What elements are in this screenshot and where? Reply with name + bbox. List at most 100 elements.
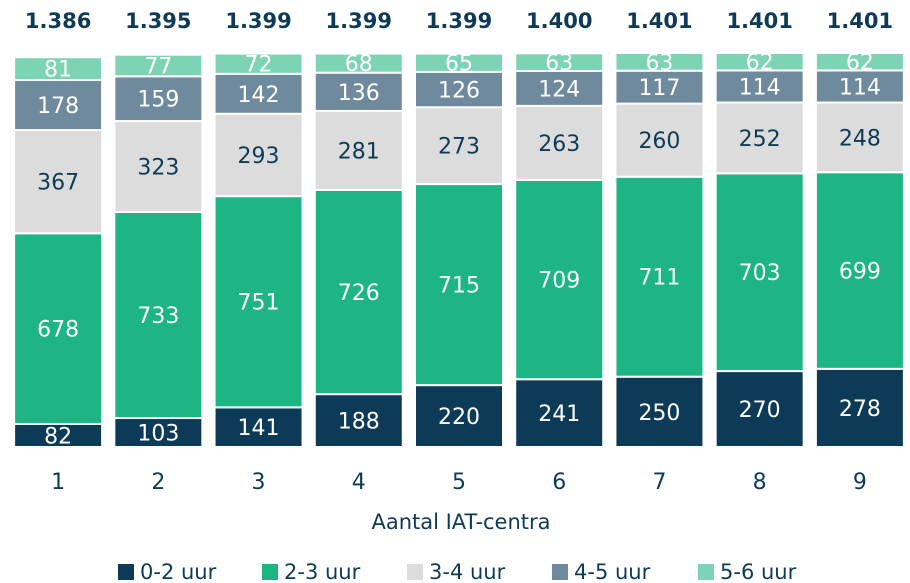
data-label: 715 <box>438 274 480 299</box>
bar-segment <box>614 175 705 378</box>
total-label: 1.401 <box>827 9 893 33</box>
x-tick-label: 1 <box>51 470 65 495</box>
bar-segment <box>714 101 805 175</box>
data-label: 142 <box>238 83 280 108</box>
data-label: 136 <box>338 81 380 106</box>
data-label: 281 <box>338 139 380 164</box>
bar-segment <box>13 78 104 132</box>
bar-segment <box>213 112 304 198</box>
data-label: 220 <box>438 405 480 430</box>
legend-swatch <box>118 564 134 580</box>
total-label: 1.401 <box>626 9 692 33</box>
x-tick-label: 9 <box>853 470 867 495</box>
data-label: 141 <box>238 416 280 441</box>
data-label: 367 <box>37 171 79 196</box>
data-label: 241 <box>538 402 580 427</box>
data-label: 260 <box>638 129 680 154</box>
data-label: 703 <box>739 261 781 286</box>
total-label: 1.386 <box>25 9 91 33</box>
bar-segment <box>514 52 605 72</box>
bar-segment <box>814 69 905 104</box>
bar-segment <box>814 52 905 72</box>
data-label: 252 <box>739 127 781 152</box>
data-label: 178 <box>37 94 79 119</box>
data-label: 62 <box>846 51 874 76</box>
bar-segment <box>514 104 605 181</box>
bar-segment <box>414 106 504 186</box>
data-label: 117 <box>638 76 680 101</box>
data-label: 68 <box>345 52 373 77</box>
x-tick-label: 3 <box>252 470 266 495</box>
bar-segment <box>414 183 504 387</box>
bar-segment <box>714 172 805 373</box>
bar-segment <box>113 120 204 213</box>
bar-segment <box>13 232 104 425</box>
legend-text: 3-4 uur <box>429 560 506 583</box>
bar-segment <box>113 53 204 78</box>
total-label: 1.400 <box>526 9 592 33</box>
bar-segment <box>714 370 805 448</box>
total-label: 1.395 <box>125 9 191 33</box>
bar-segment <box>213 406 304 448</box>
data-label: 709 <box>538 269 580 294</box>
x-tick-label: 2 <box>151 470 165 495</box>
data-label: 124 <box>538 77 580 102</box>
bar-segment <box>614 52 705 72</box>
data-label: 751 <box>238 291 280 316</box>
data-label: 72 <box>245 53 273 78</box>
data-label: 270 <box>739 398 781 423</box>
bar-segment <box>814 101 905 174</box>
bar-segment <box>414 70 504 109</box>
bar-segment <box>113 75 204 123</box>
total-label: 1.399 <box>225 9 291 33</box>
data-label: 77 <box>144 55 172 80</box>
bar-segment <box>614 102 705 178</box>
bar-segment <box>13 56 104 81</box>
data-label: 63 <box>545 51 573 76</box>
data-label: 248 <box>839 126 881 151</box>
legend-text: 0-2 uur <box>140 560 217 583</box>
legend-swatch <box>552 564 568 580</box>
bar-segment <box>113 210 204 420</box>
bar-segment <box>213 52 304 75</box>
data-label: 699 <box>839 260 881 285</box>
legend-swatch <box>698 564 714 580</box>
data-label: 711 <box>638 266 680 291</box>
legend-text: 2-3 uur <box>284 560 361 583</box>
data-label: 323 <box>137 155 179 180</box>
data-label: 273 <box>438 135 480 160</box>
x-tick-label: 8 <box>753 470 767 495</box>
total-label: 1.399 <box>326 9 392 33</box>
bar-segment <box>213 195 304 409</box>
bar-segment <box>814 171 905 370</box>
bar-segment <box>514 378 605 448</box>
data-label: 65 <box>445 52 473 77</box>
data-label: 81 <box>44 58 72 83</box>
bar-segment <box>414 52 504 73</box>
data-label: 250 <box>638 401 680 426</box>
legend-swatch <box>262 564 278 580</box>
bar-segment <box>313 393 404 448</box>
bar-segment <box>313 52 404 74</box>
data-label: 114 <box>739 75 781 100</box>
x-tick-label: 6 <box>552 470 566 495</box>
data-label: 126 <box>438 79 480 104</box>
data-label: 726 <box>338 281 380 306</box>
legend-text: 4-5 uur <box>574 560 651 583</box>
bar-segment <box>313 71 404 112</box>
data-label: 103 <box>137 422 179 447</box>
legend-text: 5-6 uur <box>720 560 797 583</box>
bar-segment <box>614 375 705 449</box>
data-label: 678 <box>37 318 79 343</box>
data-label: 82 <box>44 424 72 449</box>
bar-segment <box>313 188 404 396</box>
data-label: 62 <box>746 51 774 76</box>
data-label: 263 <box>538 132 580 157</box>
data-label: 278 <box>839 397 881 422</box>
bar-segment <box>714 52 805 72</box>
total-label: 1.399 <box>426 9 492 33</box>
data-label: 114 <box>839 75 881 100</box>
x-tick-label: 7 <box>652 470 666 495</box>
bar-segment <box>313 109 404 191</box>
